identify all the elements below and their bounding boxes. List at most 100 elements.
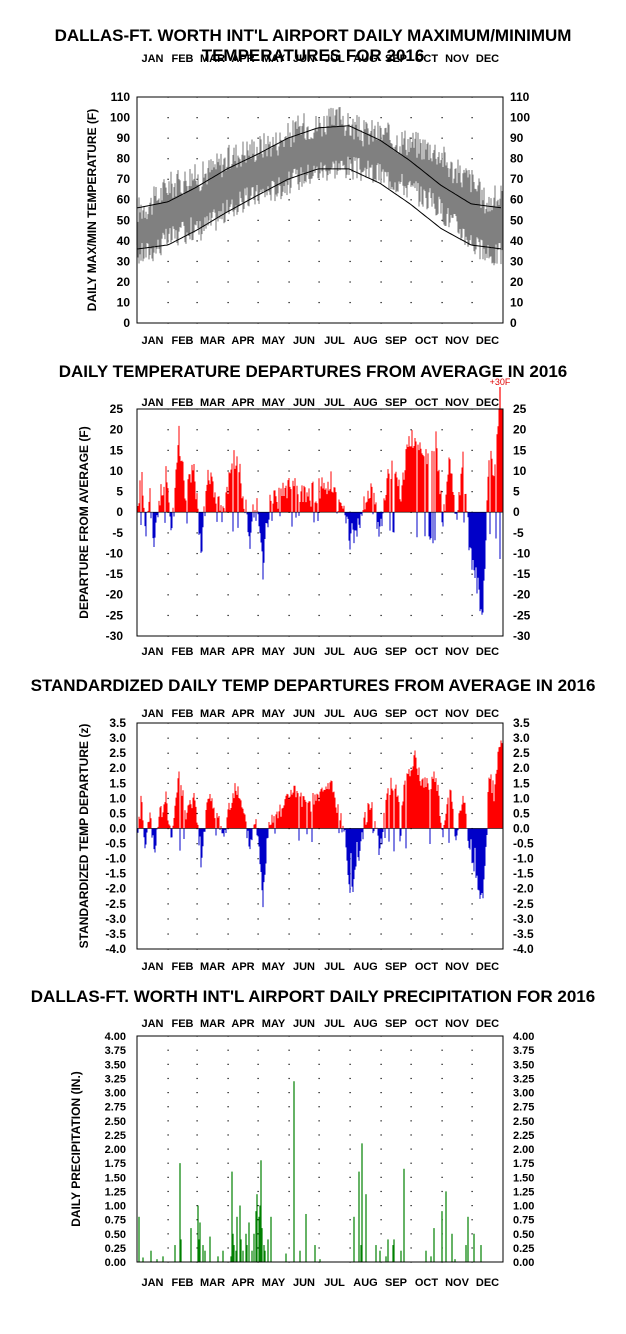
departures-month-bottom-aug: AUG bbox=[353, 646, 377, 658]
precip-grid-dot bbox=[227, 1190, 229, 1193]
departures-grid-dot bbox=[288, 429, 290, 431]
temps-grid-dot bbox=[167, 158, 169, 160]
precip-grid-dot bbox=[318, 1106, 320, 1108]
temps-chart: JAN JAN FEB FEB MAR MAR APR APR MAY MAY JUN JUN JUL J… bbox=[85, 53, 530, 347]
departures-grid-dot bbox=[257, 573, 259, 575]
standardized-grid-dot bbox=[257, 782, 259, 784]
standardized-grid-dot bbox=[257, 873, 259, 875]
temps-ytick-right: 30 bbox=[510, 254, 524, 268]
temps-grid-dot bbox=[227, 117, 229, 119]
standardized-grid-dot bbox=[441, 873, 443, 875]
standardized-ytick-right: 1.5 bbox=[513, 776, 530, 790]
precip-ytick-right: 3.75 bbox=[513, 1045, 534, 1057]
standardized-grid-dot bbox=[441, 858, 443, 860]
precip-grid-dot bbox=[471, 1148, 473, 1150]
standardized-ytick-left: 3.0 bbox=[109, 731, 126, 745]
precip-grid-dot bbox=[196, 1077, 198, 1080]
standardized-grid-dot bbox=[167, 752, 169, 754]
standardized-month-bottom-feb: FEB bbox=[172, 961, 194, 973]
temps-grid-dot bbox=[167, 137, 169, 139]
temps-month-bottom-apr: APR bbox=[231, 335, 254, 347]
departures-ytick-right: -25 bbox=[513, 608, 531, 622]
precip-grid-dot bbox=[167, 1205, 169, 1207]
standardized-grid-dot bbox=[288, 843, 290, 845]
standardized-grid-dot bbox=[257, 752, 259, 754]
precip-month-bottom-mar: MAR bbox=[200, 1277, 225, 1289]
departures-grid-dot bbox=[227, 573, 229, 575]
standardized-y-axis-label: STANDARDIZED TEMP DEPARTURE (z) bbox=[77, 724, 91, 949]
temps-grid-dot bbox=[257, 137, 259, 139]
precip-ytick-left: 2.25 bbox=[105, 1130, 126, 1142]
standardized-grid-dot bbox=[196, 873, 198, 875]
precip-grid-dot bbox=[167, 1190, 169, 1193]
standardized-grid-dot bbox=[349, 767, 351, 769]
temps-ytick-left: 0 bbox=[123, 316, 130, 330]
departures-grid-dot bbox=[441, 491, 443, 493]
precip-grid-dot bbox=[318, 1120, 320, 1122]
precip-ytick-right: 3.00 bbox=[513, 1088, 534, 1100]
departures-grid-dot bbox=[471, 614, 473, 617]
precip-grid-dot bbox=[196, 1190, 198, 1193]
temps-grid-dot bbox=[167, 178, 169, 180]
departures-grid-dot bbox=[471, 491, 473, 493]
precip-ytick-left: 4.00 bbox=[105, 1031, 126, 1043]
precip-grid-dot bbox=[257, 1219, 259, 1221]
departures-grid-dot bbox=[196, 429, 198, 431]
departures-ytick-right: -5 bbox=[513, 526, 524, 540]
standardized-grid-dot bbox=[167, 782, 169, 784]
departures-ytick-right: -30 bbox=[513, 629, 531, 643]
departures-grid-dot bbox=[410, 429, 412, 431]
temps-grid-dot bbox=[318, 199, 320, 201]
standardized-month-top-nov: NOV bbox=[445, 708, 470, 720]
precip-grid-dot bbox=[227, 1219, 229, 1221]
precip-grid-dot bbox=[196, 1247, 198, 1249]
standardized-ytick-right: -3.5 bbox=[513, 927, 534, 941]
standardized-grid-dot bbox=[380, 933, 382, 935]
departures-grid-dot bbox=[288, 552, 290, 555]
precip-grid-dot bbox=[167, 1176, 169, 1178]
temps-month-bottom-sep: SEP bbox=[385, 335, 407, 347]
temps-ytick-left: 20 bbox=[117, 275, 131, 289]
temps-grid-dot bbox=[380, 301, 382, 304]
temps-grid-dot bbox=[257, 240, 259, 242]
precip-grid-dot bbox=[167, 1134, 169, 1136]
temps-ytick-right: 100 bbox=[510, 111, 530, 125]
temps-grid-dot bbox=[471, 137, 473, 139]
standardized-ytick-right: -1.5 bbox=[513, 867, 534, 881]
temps-grid-dot bbox=[196, 281, 198, 283]
precip-ytick-left: 2.50 bbox=[105, 1116, 126, 1128]
departures-month-bottom-sep: SEP bbox=[385, 646, 407, 658]
precip-grid-dot bbox=[318, 1077, 320, 1080]
temps-grid-dot bbox=[380, 117, 382, 119]
standardized-ytick-left: 3.5 bbox=[109, 716, 126, 730]
temps-ytick-right: 90 bbox=[510, 131, 524, 145]
departures-grid-dot bbox=[349, 449, 351, 451]
standardized-grid-dot bbox=[227, 888, 229, 890]
departures-grid-dot bbox=[167, 449, 169, 451]
departures-plot-border bbox=[136, 408, 504, 637]
precip-grid-dot bbox=[227, 1148, 229, 1150]
departures-month-bottom-mar: MAR bbox=[200, 646, 225, 658]
departures-grid-dot bbox=[441, 614, 443, 617]
precip-ytick-right: 0.75 bbox=[513, 1215, 534, 1227]
departures-month-bottom-apr: APR bbox=[231, 646, 254, 658]
standardized-grid-dot bbox=[288, 873, 290, 875]
precip-bars bbox=[138, 1081, 482, 1262]
standardized-grid-dot bbox=[227, 737, 229, 739]
standardized-grid-dot bbox=[288, 888, 290, 890]
standardized-ytick-left: -3.0 bbox=[105, 912, 126, 926]
precip-grid-dot bbox=[196, 1120, 198, 1122]
departures-ytick-right: -15 bbox=[513, 567, 531, 581]
standardized-ytick-left: -3.5 bbox=[105, 927, 126, 941]
standardized-month-bottom-may: MAY bbox=[262, 961, 286, 973]
precip-ytick-right: 0.00 bbox=[513, 1257, 534, 1269]
temps-month-bottom-aug: AUG bbox=[353, 335, 377, 347]
temps-month-bottom-feb: FEB bbox=[172, 335, 194, 347]
temps-grid-dot bbox=[410, 199, 412, 201]
standardized-grid-dot bbox=[349, 933, 351, 935]
temps-grid-dot bbox=[167, 260, 169, 263]
standardized-grid-dot bbox=[410, 843, 412, 845]
precip-ytick-left: 1.75 bbox=[105, 1158, 126, 1170]
temps-ytick-left: 30 bbox=[117, 254, 131, 268]
departures-ytick-left: -15 bbox=[106, 567, 124, 581]
